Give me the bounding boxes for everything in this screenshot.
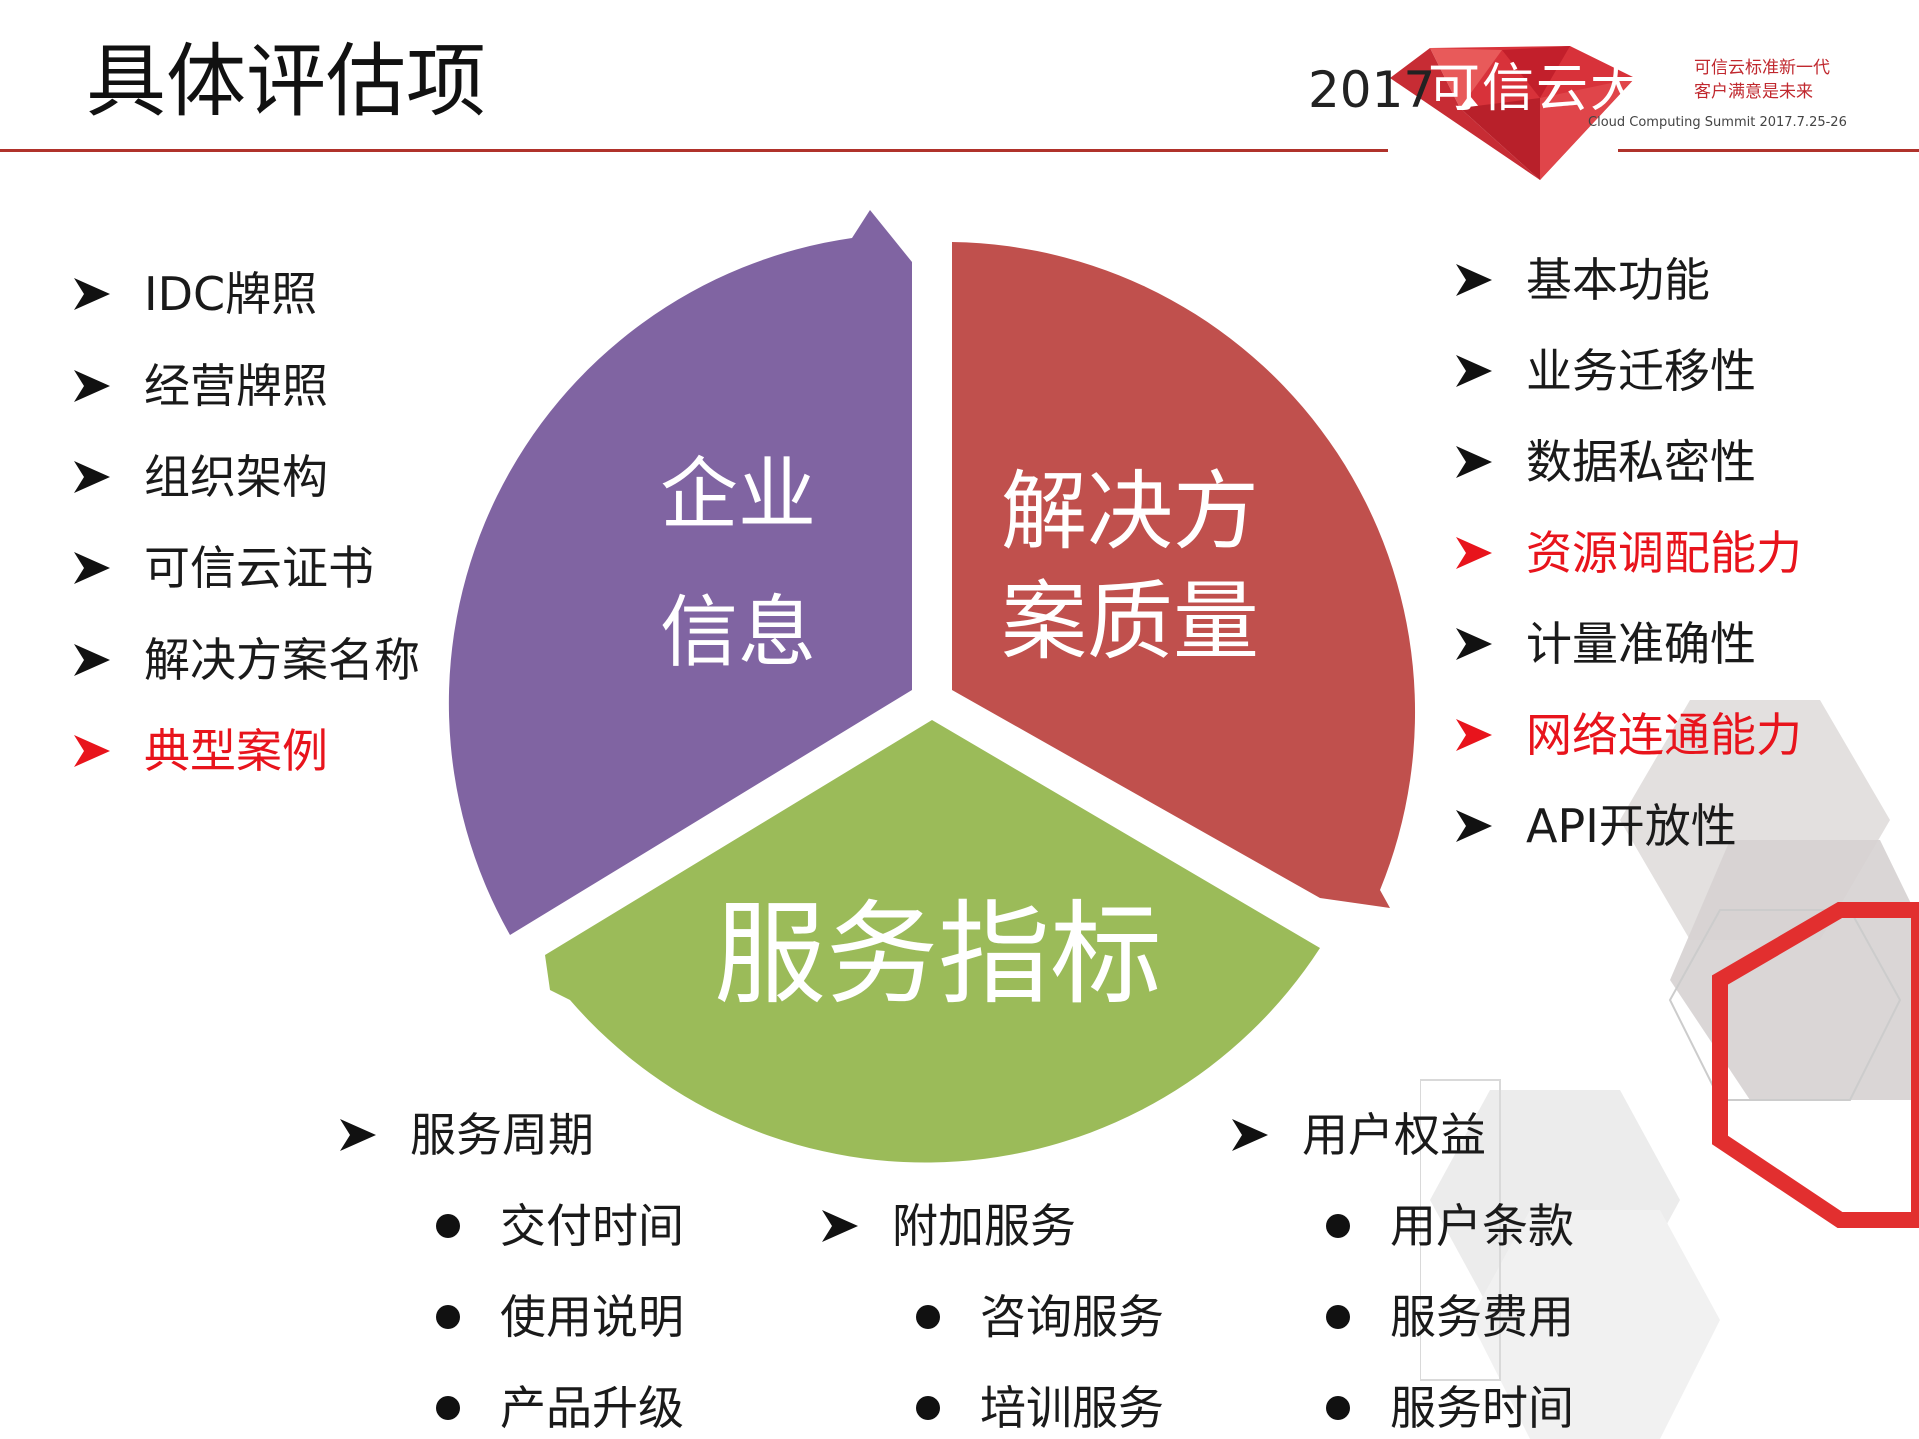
dot-bullet-icon	[436, 1214, 460, 1238]
arrow-bullet-icon	[74, 278, 110, 310]
logo-gem-icon	[1390, 46, 1635, 180]
list-item: 培训服务	[916, 1378, 1164, 1438]
list-item: 可信云证书	[70, 538, 374, 598]
list-item: API开放性	[1452, 796, 1737, 856]
list-item: 业务迁移性	[1452, 341, 1756, 401]
service-group-heading: 附加服务	[818, 1196, 1076, 1256]
list-item: 组织架构	[70, 447, 328, 507]
segment-solution-label-line1: 解决方	[1001, 462, 1259, 562]
list-item-label: 服务时间	[1390, 1381, 1574, 1435]
list-item: 用户条款	[1326, 1196, 1574, 1256]
list-item: 使用说明	[436, 1287, 684, 1347]
logo-subtitle: Cloud Computing Summit 2017.7.25-26	[1588, 115, 1847, 130]
list-item-label: 资源调配能力	[1526, 526, 1802, 580]
list-item-label: 数据私密性	[1526, 435, 1756, 489]
group-label: 附加服务	[892, 1199, 1076, 1253]
list-item: 计量准确性	[1452, 614, 1756, 674]
dot-bullet-icon	[916, 1396, 940, 1420]
list-item-label: 解决方案名称	[144, 633, 420, 687]
logo-name: 可信云大会	[1428, 59, 1699, 119]
dot-bullet-icon	[1326, 1396, 1350, 1420]
list-item: 数据私密性	[1452, 432, 1756, 492]
list-item-label: 组织架构	[144, 450, 328, 504]
arrow-bullet-icon	[74, 461, 110, 493]
arrow-bullet-icon	[1456, 537, 1492, 569]
arrow-bullet-icon	[74, 735, 110, 767]
list-item: 经营牌照	[70, 356, 328, 416]
list-item: 基本功能	[1452, 250, 1710, 310]
list-item-label: API开放性	[1526, 799, 1737, 853]
list-item-label: 产品升级	[500, 1381, 684, 1435]
group-label: 服务周期	[410, 1108, 594, 1162]
arrow-bullet-icon	[1456, 446, 1492, 478]
list-item: 服务费用	[1326, 1287, 1574, 1347]
arrow-bullet-icon	[1456, 264, 1492, 296]
arrow-bullet-icon	[74, 552, 110, 584]
segment-solution	[952, 242, 1416, 908]
logo-slogan-line1: 可信云标准新一代	[1694, 58, 1830, 78]
list-item-label: 使用说明	[500, 1290, 684, 1344]
service-group-heading: 用户权益	[1228, 1105, 1486, 1165]
logo-year: 2017	[1308, 61, 1436, 119]
list-item-label: 服务费用	[1390, 1290, 1574, 1344]
list-item: 产品升级	[436, 1378, 684, 1438]
cycle-diagram	[448, 210, 1416, 1163]
list-item-label: 计量准确性	[1526, 617, 1756, 671]
list-item-label: 典型案例	[144, 724, 328, 778]
dot-bullet-icon	[1326, 1214, 1350, 1238]
list-item-label: 培训服务	[980, 1381, 1164, 1435]
group-label: 用户权益	[1302, 1108, 1486, 1162]
list-item-label: 基本功能	[1526, 253, 1710, 307]
list-item: 服务时间	[1326, 1378, 1574, 1438]
list-item: 解决方案名称	[70, 630, 420, 690]
list-item: IDC牌照	[70, 264, 317, 324]
list-item-label: 可信云证书	[144, 541, 374, 595]
list-item-label: 经营牌照	[144, 359, 328, 413]
segment-enterprise-label-line1: 企业	[659, 450, 816, 540]
segment-service	[545, 720, 1320, 1163]
dot-bullet-icon	[436, 1305, 460, 1329]
segment-solution-label-line2: 案质量	[1001, 572, 1259, 672]
header-rule-right	[1618, 149, 1919, 152]
list-item-highlighted: 资源调配能力	[1452, 523, 1802, 583]
arrow-bullet-icon	[74, 370, 110, 402]
list-item-label: 业务迁移性	[1526, 344, 1756, 398]
page-title: 具体评估项	[86, 35, 486, 128]
list-item-label: 网络连通能力	[1526, 708, 1802, 762]
logo-slogan-line2: 客户满意是未来	[1694, 82, 1813, 102]
dot-bullet-icon	[916, 1305, 940, 1329]
summit-logo	[1390, 38, 1680, 188]
segment-enterprise	[448, 210, 912, 935]
segment-enterprise-label-line2: 信息	[659, 588, 816, 678]
arrow-bullet-icon	[74, 644, 110, 676]
service-group-heading: 服务周期	[336, 1105, 594, 1165]
list-item-label: 交付时间	[500, 1199, 684, 1253]
list-item-highlighted: 网络连通能力	[1452, 705, 1802, 765]
arrow-bullet-icon	[1456, 628, 1492, 660]
dot-bullet-icon	[1326, 1305, 1350, 1329]
arrow-bullet-icon	[340, 1119, 376, 1151]
list-item-label: IDC牌照	[144, 267, 318, 321]
list-item-highlighted: 典型案例	[70, 721, 328, 781]
arrow-bullet-icon	[1456, 719, 1492, 751]
dot-bullet-icon	[436, 1396, 460, 1420]
decorative-hexagons	[1420, 700, 1919, 1439]
list-item-label: 咨询服务	[980, 1290, 1164, 1344]
arrow-bullet-icon	[822, 1210, 858, 1242]
list-item-label: 用户条款	[1390, 1199, 1574, 1253]
arrow-bullet-icon	[1456, 355, 1492, 387]
arrow-bullet-icon	[1456, 810, 1492, 842]
segment-service-label: 服务指标	[714, 890, 1162, 1020]
list-item: 交付时间	[436, 1196, 684, 1256]
arrow-bullet-icon	[1232, 1119, 1268, 1151]
list-item: 咨询服务	[916, 1287, 1164, 1347]
header-rule-left	[0, 149, 1388, 152]
